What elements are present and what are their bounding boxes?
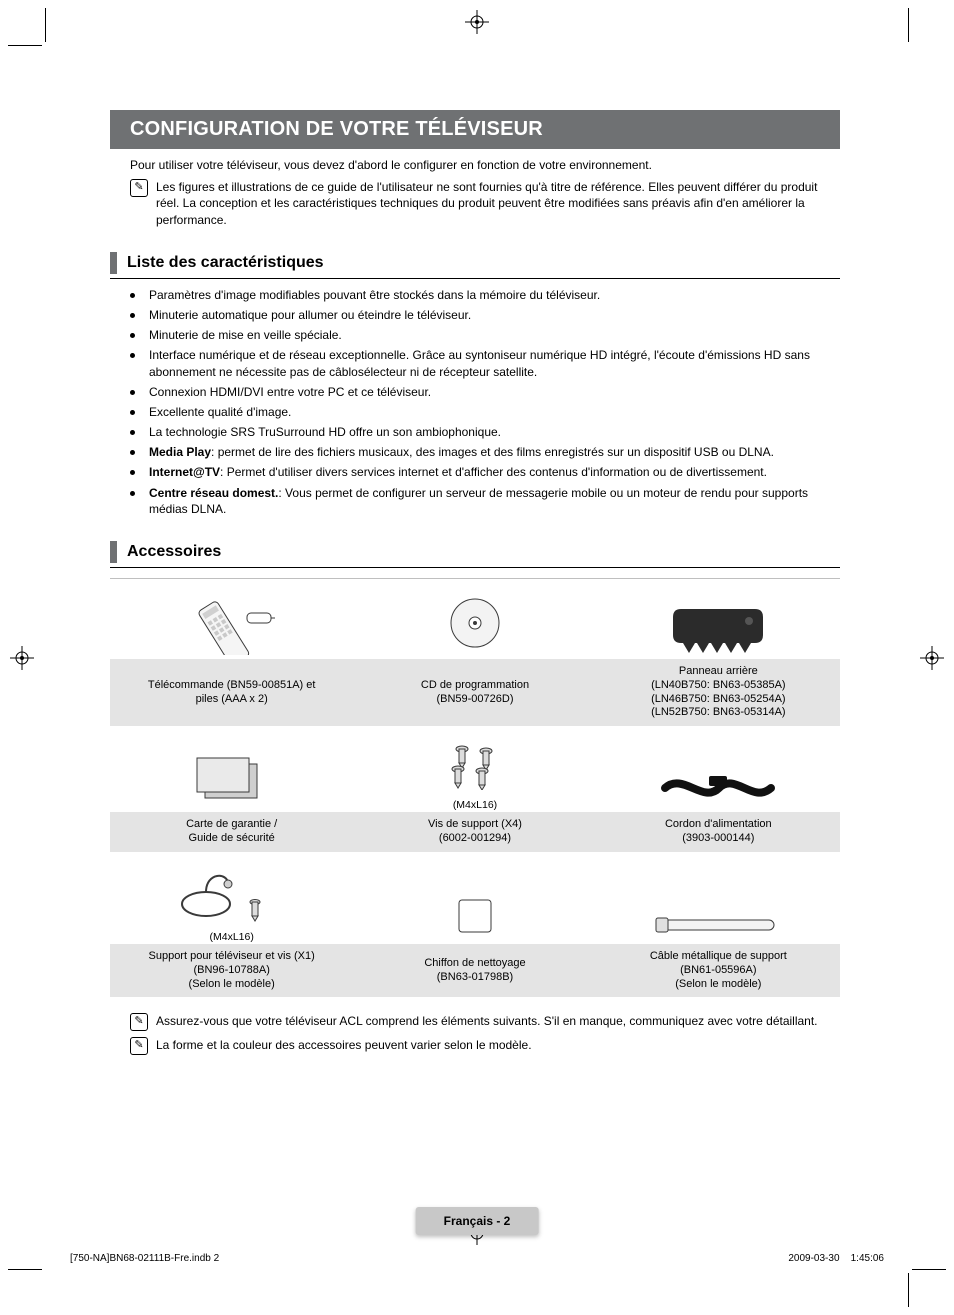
feature-text: Interface numérique et de réseau excepti… (149, 347, 840, 379)
page-number-tab: Français - 2 (416, 1207, 539, 1235)
accessory-caption: Carte de garantie /Guide de sécurité (110, 812, 353, 852)
accessory-caption: Télécommande (BN59-00851A) etpiles (AAA … (110, 659, 353, 726)
cover-icon (663, 599, 773, 659)
note-icon: ✎ (130, 1037, 148, 1055)
page: CONFIGURATION DE VOTRE TÉLÉVISEUR Pour u… (0, 0, 954, 1315)
feature-item: Excellente qualité d'image. (110, 404, 840, 420)
accessory-caption: Cordon d'alimentation(3903-000144) (597, 812, 840, 852)
features-list: Paramètres d'image modifiables pouvant ê… (110, 287, 840, 517)
accessory-illustration (353, 862, 596, 944)
feature-item: Paramètres d'image modifiables pouvant ê… (110, 287, 840, 303)
footer-right: 2009-03-30 1:45:06 (788, 1252, 884, 1266)
accessory-illustration (110, 579, 353, 660)
note-text: Assurez-vous que votre téléviseur ACL co… (156, 1013, 820, 1031)
accessory-illustration: (M4xL16) (353, 736, 596, 812)
accessories-table: Télécommande (BN59-00851A) etpiles (AAA … (110, 578, 840, 997)
note-row: ✎ La forme et la couleur des accessoires… (130, 1037, 820, 1055)
content: CONFIGURATION DE VOTRE TÉLÉVISEUR Pour u… (110, 110, 840, 1055)
accessory-subnote: (M4xL16) (110, 930, 353, 944)
note-row: ✎ Assurez-vous que votre téléviseur ACL … (130, 1013, 820, 1031)
screws-icon (440, 736, 510, 794)
feature-item: Media Play: permet de lire des fichiers … (110, 444, 840, 460)
crop-mark (8, 45, 42, 46)
accessory-subnote: (M4xL16) (353, 798, 596, 812)
feature-item: Minuterie automatique pour allumer ou ét… (110, 307, 840, 323)
accessory-illustration (597, 862, 840, 944)
holder-icon (172, 862, 292, 926)
bullet-icon (130, 333, 135, 338)
accessory-caption: Panneau arrière(LN40B750: BN63-05385A)(L… (597, 659, 840, 726)
accessories-section: Accessoires Télécommande (BN59-00851A) e… (110, 541, 840, 1055)
feature-text: La technologie SRS TruSurround HD offre … (149, 424, 840, 440)
cord-icon (653, 768, 783, 812)
accessories-notes: ✎ Assurez-vous que votre téléviseur ACL … (130, 1013, 820, 1055)
accessory-illustration (110, 736, 353, 812)
accessory-illustration (597, 736, 840, 812)
accessory-caption: CD de programmation(BN59-00726D) (353, 659, 596, 726)
crop-mark (45, 8, 46, 42)
bullet-icon (130, 470, 135, 475)
feature-item: Minuterie de mise en veille spéciale. (110, 327, 840, 343)
registration-mark-icon (10, 646, 34, 670)
crop-mark (908, 8, 909, 42)
intro-text: Pour utiliser votre téléviseur, vous dev… (130, 157, 820, 173)
feature-text: Media Play: permet de lire des fichiers … (149, 444, 840, 460)
accessory-illustration (597, 579, 840, 660)
cards-icon (187, 748, 277, 812)
feature-text: Minuterie de mise en veille spéciale. (149, 327, 840, 343)
heading-tick-icon (110, 541, 117, 563)
features-heading: Liste des caractéristiques (127, 252, 324, 274)
cloth-icon (451, 892, 499, 944)
feature-text: Connexion HDMI/DVI entre votre PC et ce … (149, 384, 840, 400)
bullet-icon (130, 293, 135, 298)
note-icon: ✎ (130, 1013, 148, 1031)
accessory-caption: Chiffon de nettoyage(BN63-01798B) (353, 944, 596, 997)
feature-text: Excellente qualité d'image. (149, 404, 840, 420)
bullet-icon (130, 450, 135, 455)
registration-mark-icon (920, 646, 944, 670)
bullet-icon (130, 313, 135, 318)
features-section: Liste des caractéristiques Paramètres d'… (110, 252, 840, 517)
accessory-caption: Support pour téléviseur et vis (X1)(BN96… (110, 944, 353, 997)
feature-item: La technologie SRS TruSurround HD offre … (110, 424, 840, 440)
footer-left: [750-NA]BN68-02111B-Fre.indb 2 (70, 1252, 219, 1266)
feature-text: Centre réseau domest.: Vous permet de co… (149, 485, 840, 517)
bullet-icon (130, 430, 135, 435)
note-text: Les figures et illustrations de ce guide… (156, 179, 820, 228)
feature-text: Internet@TV: Permet d'utiliser divers se… (149, 464, 840, 480)
crop-mark (912, 1269, 946, 1270)
feature-item: Interface numérique et de réseau excepti… (110, 347, 840, 379)
tie-icon (648, 910, 788, 944)
accessory-caption: Câble métallique de support(BN61-05596A)… (597, 944, 840, 997)
feature-text: Paramètres d'image modifiables pouvant ê… (149, 287, 840, 303)
cd-icon (443, 591, 507, 659)
bullet-icon (130, 410, 135, 415)
feature-item: Centre réseau domest.: Vous permet de co… (110, 485, 840, 517)
intro-block: Pour utiliser votre téléviseur, vous dev… (130, 157, 820, 228)
page-title: CONFIGURATION DE VOTRE TÉLÉVISEUR (110, 110, 840, 149)
note-row: ✎ Les figures et illustrations de ce gui… (130, 179, 820, 228)
note-text: La forme et la couleur des accessoires p… (156, 1037, 820, 1055)
crop-mark (8, 1269, 42, 1270)
accessory-illustration: (M4xL16) (110, 862, 353, 944)
crop-mark (908, 1273, 909, 1307)
heading-tick-icon (110, 252, 117, 274)
bullet-icon (130, 390, 135, 395)
feature-item: Connexion HDMI/DVI entre votre PC et ce … (110, 384, 840, 400)
section-heading: Liste des caractéristiques (110, 252, 840, 279)
bullet-icon (130, 491, 135, 496)
accessories-heading: Accessoires (127, 541, 221, 563)
section-heading: Accessoires (110, 541, 840, 568)
accessory-illustration (353, 579, 596, 660)
feature-text: Minuterie automatique pour allumer ou ét… (149, 307, 840, 323)
feature-item: Internet@TV: Permet d'utiliser divers se… (110, 464, 840, 480)
registration-mark-icon (465, 10, 489, 34)
remote-icon (177, 585, 287, 659)
bullet-icon (130, 353, 135, 358)
accessory-caption: Vis de support (X4)(6002-001294) (353, 812, 596, 852)
note-icon: ✎ (130, 179, 148, 197)
